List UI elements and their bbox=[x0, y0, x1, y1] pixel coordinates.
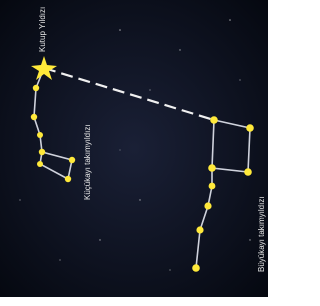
big-dipper-label: Büyükayı takımyıldızı bbox=[257, 196, 266, 272]
page: Kutup Yıldızı Küçükayı takımyıldızı Büyü… bbox=[0, 0, 275, 306]
diagram: Kutup Yıldızı Küçükayı takımyıldızı Büyü… bbox=[0, 0, 275, 306]
polaris-label: Kutup Yıldızı bbox=[38, 7, 47, 52]
little-dipper-label: Küçükayı takımyıldızı bbox=[83, 124, 92, 200]
